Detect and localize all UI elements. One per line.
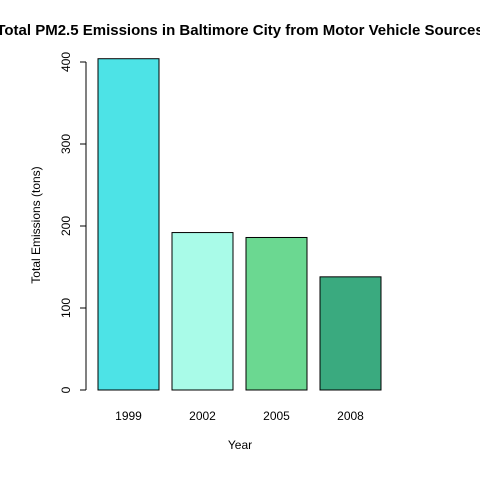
x-tick-label-2002: 2002 bbox=[189, 409, 216, 423]
bars-group bbox=[97, 58, 382, 391]
bar-2005 bbox=[245, 236, 308, 391]
x-axis-labels: 1999 2002 2005 2008 bbox=[115, 409, 364, 423]
y-tick-label-0: 0 bbox=[59, 386, 73, 393]
y-axis-label: Total Emissions (tons) bbox=[29, 166, 43, 283]
bar-2008 bbox=[319, 276, 382, 391]
y-axis: 0 100 200 300 400 bbox=[59, 52, 87, 393]
x-axis-label: Year bbox=[228, 438, 252, 452]
x-tick-label-2005: 2005 bbox=[263, 409, 290, 423]
chart-title: Total PM2.5 Emissions in Baltimore City … bbox=[0, 22, 480, 39]
bar-2002 bbox=[171, 232, 234, 391]
y-tick-label-400: 400 bbox=[59, 52, 73, 72]
y-tick-label-200: 200 bbox=[59, 216, 73, 236]
bar-1999 bbox=[97, 58, 160, 391]
y-tick-label-100: 100 bbox=[59, 298, 73, 318]
y-tick-label-300: 300 bbox=[59, 134, 73, 154]
x-tick-label-2008: 2008 bbox=[337, 409, 364, 423]
x-tick-label-1999: 1999 bbox=[115, 409, 142, 423]
